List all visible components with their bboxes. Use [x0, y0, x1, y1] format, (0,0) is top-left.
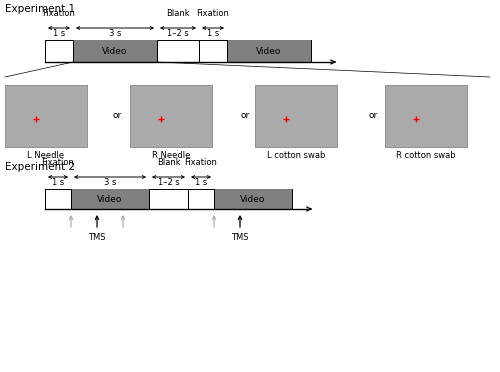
- Text: 1 s: 1 s: [207, 29, 219, 38]
- Bar: [130, 85, 212, 147]
- Text: TMS: TMS: [231, 233, 249, 242]
- Text: Video: Video: [98, 195, 122, 203]
- Text: 1 s: 1 s: [52, 178, 64, 187]
- Text: Experiment 1: Experiment 1: [5, 4, 75, 14]
- Bar: [45, 40, 73, 62]
- Text: 3 s: 3 s: [104, 178, 116, 187]
- Text: Fixation: Fixation: [42, 158, 74, 167]
- Bar: [214, 189, 292, 209]
- Bar: [5, 85, 87, 147]
- Text: TMS: TMS: [88, 233, 106, 242]
- Text: 1 s: 1 s: [53, 29, 65, 38]
- Bar: [157, 40, 199, 62]
- Bar: [199, 40, 227, 62]
- Text: Video: Video: [102, 46, 128, 55]
- Text: 1 s: 1 s: [195, 178, 207, 187]
- Text: 1–2 s: 1–2 s: [158, 178, 180, 187]
- Bar: [188, 189, 214, 209]
- Text: Fixation: Fixation: [42, 9, 76, 18]
- Text: Blank: Blank: [156, 158, 180, 167]
- Bar: [385, 85, 467, 147]
- Text: or: or: [368, 112, 378, 121]
- Text: Video: Video: [256, 46, 281, 55]
- Bar: [71, 189, 149, 209]
- Text: L Needle: L Needle: [28, 151, 64, 160]
- Text: Fixation: Fixation: [184, 158, 218, 167]
- Text: 3 s: 3 s: [109, 29, 121, 38]
- Text: Blank: Blank: [166, 9, 190, 18]
- Bar: [73, 40, 157, 62]
- Text: R cotton swab: R cotton swab: [396, 151, 456, 160]
- Bar: [149, 189, 188, 209]
- Text: L cotton swab: L cotton swab: [267, 151, 325, 160]
- Text: R Needle: R Needle: [152, 151, 190, 160]
- Bar: [255, 85, 337, 147]
- Bar: [227, 40, 311, 62]
- Text: or: or: [240, 112, 250, 121]
- Text: Fixation: Fixation: [196, 9, 230, 18]
- Text: Experiment 2: Experiment 2: [5, 162, 75, 172]
- Text: 1–2 s: 1–2 s: [167, 29, 189, 38]
- Text: or: or: [112, 112, 122, 121]
- Bar: [45, 189, 71, 209]
- Text: Video: Video: [240, 195, 266, 203]
